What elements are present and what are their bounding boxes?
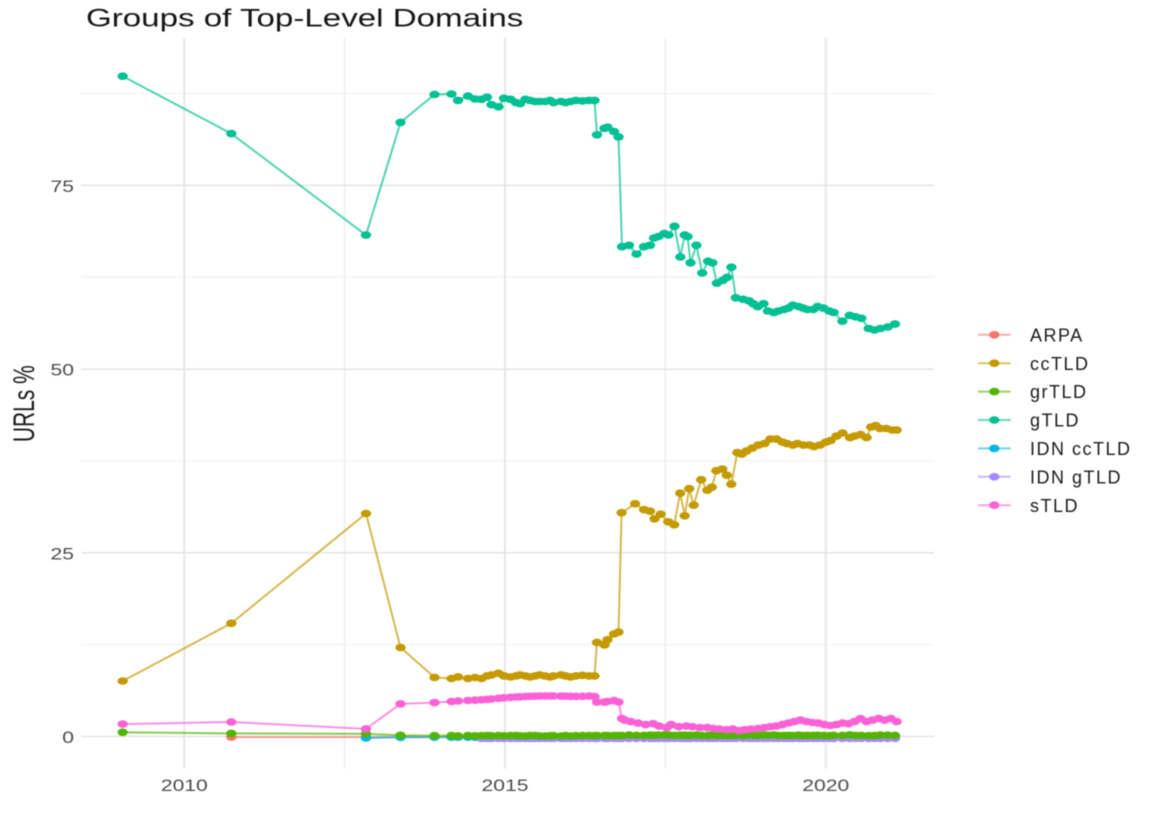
svg-text:IDN ccTLD: IDN ccTLD — [1030, 439, 1132, 459]
svg-text:IDN gTLD: IDN gTLD — [1030, 467, 1122, 487]
svg-text:sTLD: sTLD — [1030, 496, 1079, 516]
svg-text:Groups of Top-Level Domains: Groups of Top-Level Domains — [86, 5, 523, 33]
svg-text:0: 0 — [62, 729, 74, 747]
svg-text:2010: 2010 — [161, 777, 208, 795]
svg-text:75: 75 — [51, 178, 74, 196]
svg-text:ARPA: ARPA — [1030, 325, 1084, 345]
svg-text:25: 25 — [51, 545, 74, 563]
svg-text:50: 50 — [51, 362, 74, 380]
svg-text:ccTLD: ccTLD — [1030, 354, 1090, 374]
svg-text:URLs %: URLs % — [9, 365, 41, 442]
svg-text:2020: 2020 — [802, 777, 849, 795]
svg-text:grTLD: grTLD — [1030, 382, 1088, 402]
svg-text:gTLD: gTLD — [1030, 411, 1080, 431]
svg-text:2015: 2015 — [482, 777, 529, 795]
